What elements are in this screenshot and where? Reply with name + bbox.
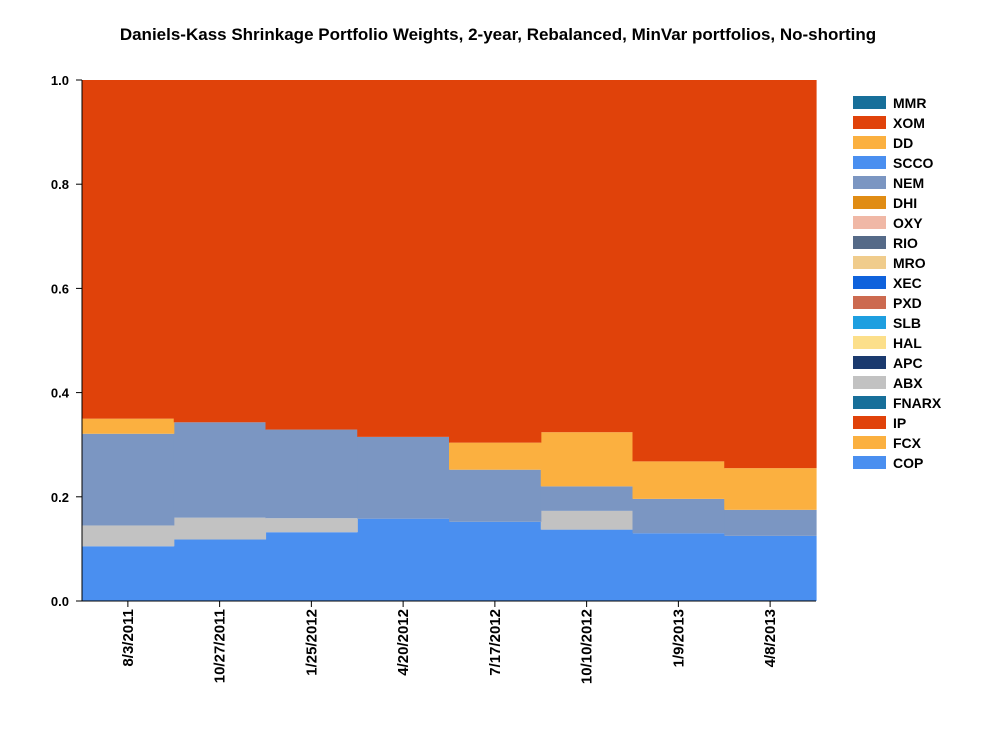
legend-label-slb: SLB: [893, 315, 921, 331]
area-xom-7: [724, 80, 817, 469]
area-abx-0: [82, 525, 175, 547]
legend-label-pxd: PXD: [893, 295, 922, 311]
area-xom-4: [449, 80, 542, 443]
chart-title: Daniels-Kass Shrinkage Portfolio Weights…: [120, 25, 876, 44]
area-nem-4: [449, 469, 542, 522]
area-xom-5: [540, 80, 634, 433]
area-xom-3: [357, 80, 450, 437]
legend-label-dhi: DHI: [893, 195, 917, 211]
area-cop-1: [173, 539, 267, 601]
legend-label-rio: RIO: [893, 235, 918, 251]
legend-swatch-fcx: [853, 436, 886, 449]
x-tick-label: 4/8/2013: [762, 609, 779, 667]
legend-swatch-apc: [853, 356, 886, 369]
area-dd-5: [540, 432, 634, 487]
legend: MMR XOM DD SCCO NEM DHI OXY RIO MRO XEC PXD SLB HAL A…: [853, 95, 942, 471]
legend-label-ip: IP: [893, 415, 906, 431]
legend-label-mro: MRO: [893, 255, 926, 271]
area-cop-2: [265, 532, 358, 601]
x-tick-label: 4/20/2012: [395, 609, 412, 676]
legend-swatch-dhi: [853, 196, 886, 209]
area-nem-5: [540, 486, 634, 511]
y-tick-label: 0.2: [51, 490, 69, 505]
legend-swatch-hal: [853, 336, 886, 349]
area-xom-2: [265, 80, 358, 430]
area-nem-2: [265, 429, 358, 519]
x-tick-label: 10/27/2011: [212, 609, 229, 683]
legend-swatch-xec: [853, 276, 886, 289]
area-cop-3: [357, 518, 450, 601]
area-abx-2: [265, 518, 358, 533]
area-cop-7: [724, 535, 817, 602]
legend-swatch-mmr: [853, 96, 886, 109]
legend-swatch-ip: [853, 416, 886, 429]
legend-swatch-scco: [853, 156, 886, 169]
area-abx-5: [540, 510, 634, 530]
legend-label-abx: ABX: [893, 375, 923, 391]
area-cop-4: [449, 521, 542, 601]
area-dd-4: [449, 442, 542, 470]
legend-label-oxy: OXY: [893, 215, 923, 231]
legend-label-fnarx: FNARX: [893, 395, 942, 411]
area-dd-0: [82, 418, 175, 434]
area-dd-7: [724, 468, 817, 510]
legend-swatch-pxd: [853, 296, 886, 309]
legend-swatch-mro: [853, 256, 886, 269]
legend-label-cop: COP: [893, 455, 923, 471]
y-tick-label: 0.6: [51, 281, 69, 296]
legend-label-dd: DD: [893, 135, 913, 151]
x-tick-label: 1/9/2013: [670, 609, 687, 667]
area-cop-0: [82, 546, 175, 601]
area-xom-0: [82, 80, 175, 419]
legend-swatch-slb: [853, 316, 886, 329]
area-abx-1: [173, 517, 267, 540]
legend-label-fcx: FCX: [893, 435, 922, 451]
legend-label-hal: HAL: [893, 335, 922, 351]
area-nem-3: [357, 436, 450, 519]
x-tick-label: 10/10/2012: [579, 609, 596, 684]
y-tick-label: 1.0: [51, 73, 69, 88]
legend-swatch-rio: [853, 236, 886, 249]
legend-swatch-abx: [853, 376, 886, 389]
plot-areas: [82, 80, 817, 602]
y-tick-label: 0.8: [51, 177, 69, 192]
area-cop-5: [540, 529, 634, 601]
legend-label-xec: XEC: [893, 275, 922, 291]
area-xom-6: [632, 80, 725, 462]
legend-label-mmr: MMR: [893, 95, 926, 111]
y-tick-label: 0.4: [51, 386, 70, 401]
y-tick-label: 0.0: [51, 594, 69, 609]
legend-swatch-cop: [853, 456, 886, 469]
legend-swatch-xom: [853, 116, 886, 129]
legend-swatch-oxy: [853, 216, 886, 229]
x-tick-label: 8/3/2011: [120, 609, 137, 667]
x-tick-label: 1/25/2012: [303, 609, 320, 676]
area-nem-6: [632, 498, 725, 534]
legend-swatch-dd: [853, 136, 886, 149]
area-xom-1: [173, 80, 267, 423]
x-tick-label: 7/17/2012: [487, 609, 504, 676]
area-cop-6: [632, 533, 725, 601]
area-nem-7: [724, 509, 817, 536]
legend-swatch-nem: [853, 176, 886, 189]
area-dd-6: [632, 461, 725, 499]
legend-label-nem: NEM: [893, 175, 924, 191]
area-nem-0: [82, 433, 175, 526]
area-nem-1: [173, 422, 267, 518]
axes: 0.0 0.2 0.4 0.6 0.8 1.0 8/3/2011 10/27/2011 1/25…: [51, 73, 816, 684]
legend-label-scco: SCCO: [893, 155, 934, 171]
legend-swatch-fnarx: [853, 396, 886, 409]
legend-label-apc: APC: [893, 355, 923, 371]
legend-label-xom: XOM: [893, 115, 925, 131]
